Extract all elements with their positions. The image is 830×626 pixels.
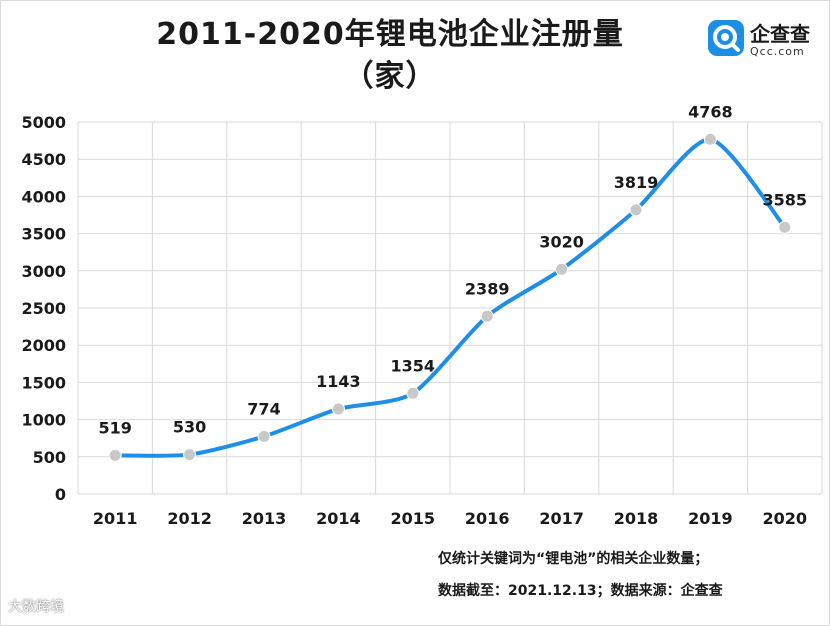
- x-tick-label: 2017: [539, 509, 584, 528]
- y-tick-label: 1000: [21, 411, 66, 430]
- y-tick-label: 1500: [21, 373, 66, 392]
- qcc-logo-name: 企查查: [750, 22, 810, 46]
- data-point: [629, 203, 643, 217]
- data-point: [406, 386, 420, 400]
- footnote-scope: 仅统计关键词为“锂电池”的相关企业数量；: [438, 551, 709, 567]
- x-tick-label: 2012: [167, 509, 212, 528]
- y-tick-label: 500: [33, 448, 66, 467]
- y-tick-label: 3000: [21, 262, 66, 281]
- x-tick-label: 2020: [763, 509, 808, 528]
- data-label: 1143: [316, 372, 361, 391]
- x-tick-label: 2013: [242, 509, 287, 528]
- x-tick-label: 2015: [391, 509, 436, 528]
- qcc-logo-domain: Qcc.com: [750, 45, 805, 58]
- series-line: [115, 137, 787, 458]
- chart-title-main: 2011-2020年锂电池企业注册量: [156, 17, 624, 52]
- data-label: 4768: [688, 102, 733, 121]
- data-point: [703, 132, 717, 146]
- chart-title-unit: （家）: [343, 59, 437, 94]
- data-label: 3020: [539, 232, 584, 251]
- footnote-source: 数据截至：2021.12.13；数据来源：企查查: [438, 583, 723, 599]
- data-point: [331, 402, 345, 416]
- chart-title: 2011-2020年锂电池企业注册量 （家）: [110, 14, 670, 98]
- data-label: 530: [173, 418, 206, 437]
- data-label: 3585: [763, 190, 808, 209]
- y-tick-label: 2500: [21, 299, 66, 318]
- data-point: [183, 448, 197, 462]
- data-label: 2389: [465, 279, 510, 298]
- x-tick-label: 2019: [688, 509, 733, 528]
- x-tick-label: 2011: [93, 509, 138, 528]
- y-tick-label: 4500: [21, 150, 66, 169]
- qcc-logo: 企查查 Qcc.com: [708, 18, 818, 62]
- data-point: [257, 429, 271, 443]
- y-tick-label: 4000: [21, 187, 66, 206]
- data-point: [108, 448, 122, 462]
- data-point: [480, 309, 494, 323]
- qcc-logo-icon: [708, 20, 744, 56]
- y-tick-label: 0: [55, 485, 66, 504]
- watermark-text: 大数跨境: [8, 599, 64, 615]
- data-point: [778, 220, 792, 234]
- data-label: 3819: [614, 173, 659, 192]
- y-tick-label: 2000: [21, 336, 66, 355]
- y-tick-label: 3500: [21, 225, 66, 244]
- data-label: 774: [247, 399, 280, 418]
- x-tick-label: 2016: [465, 509, 510, 528]
- x-tick-label: 2014: [316, 509, 361, 528]
- x-tick-label: 2018: [614, 509, 659, 528]
- data-point: [555, 262, 569, 276]
- data-label: 519: [98, 418, 131, 437]
- y-tick-label: 5000: [21, 113, 66, 132]
- data-label: 1354: [391, 356, 436, 375]
